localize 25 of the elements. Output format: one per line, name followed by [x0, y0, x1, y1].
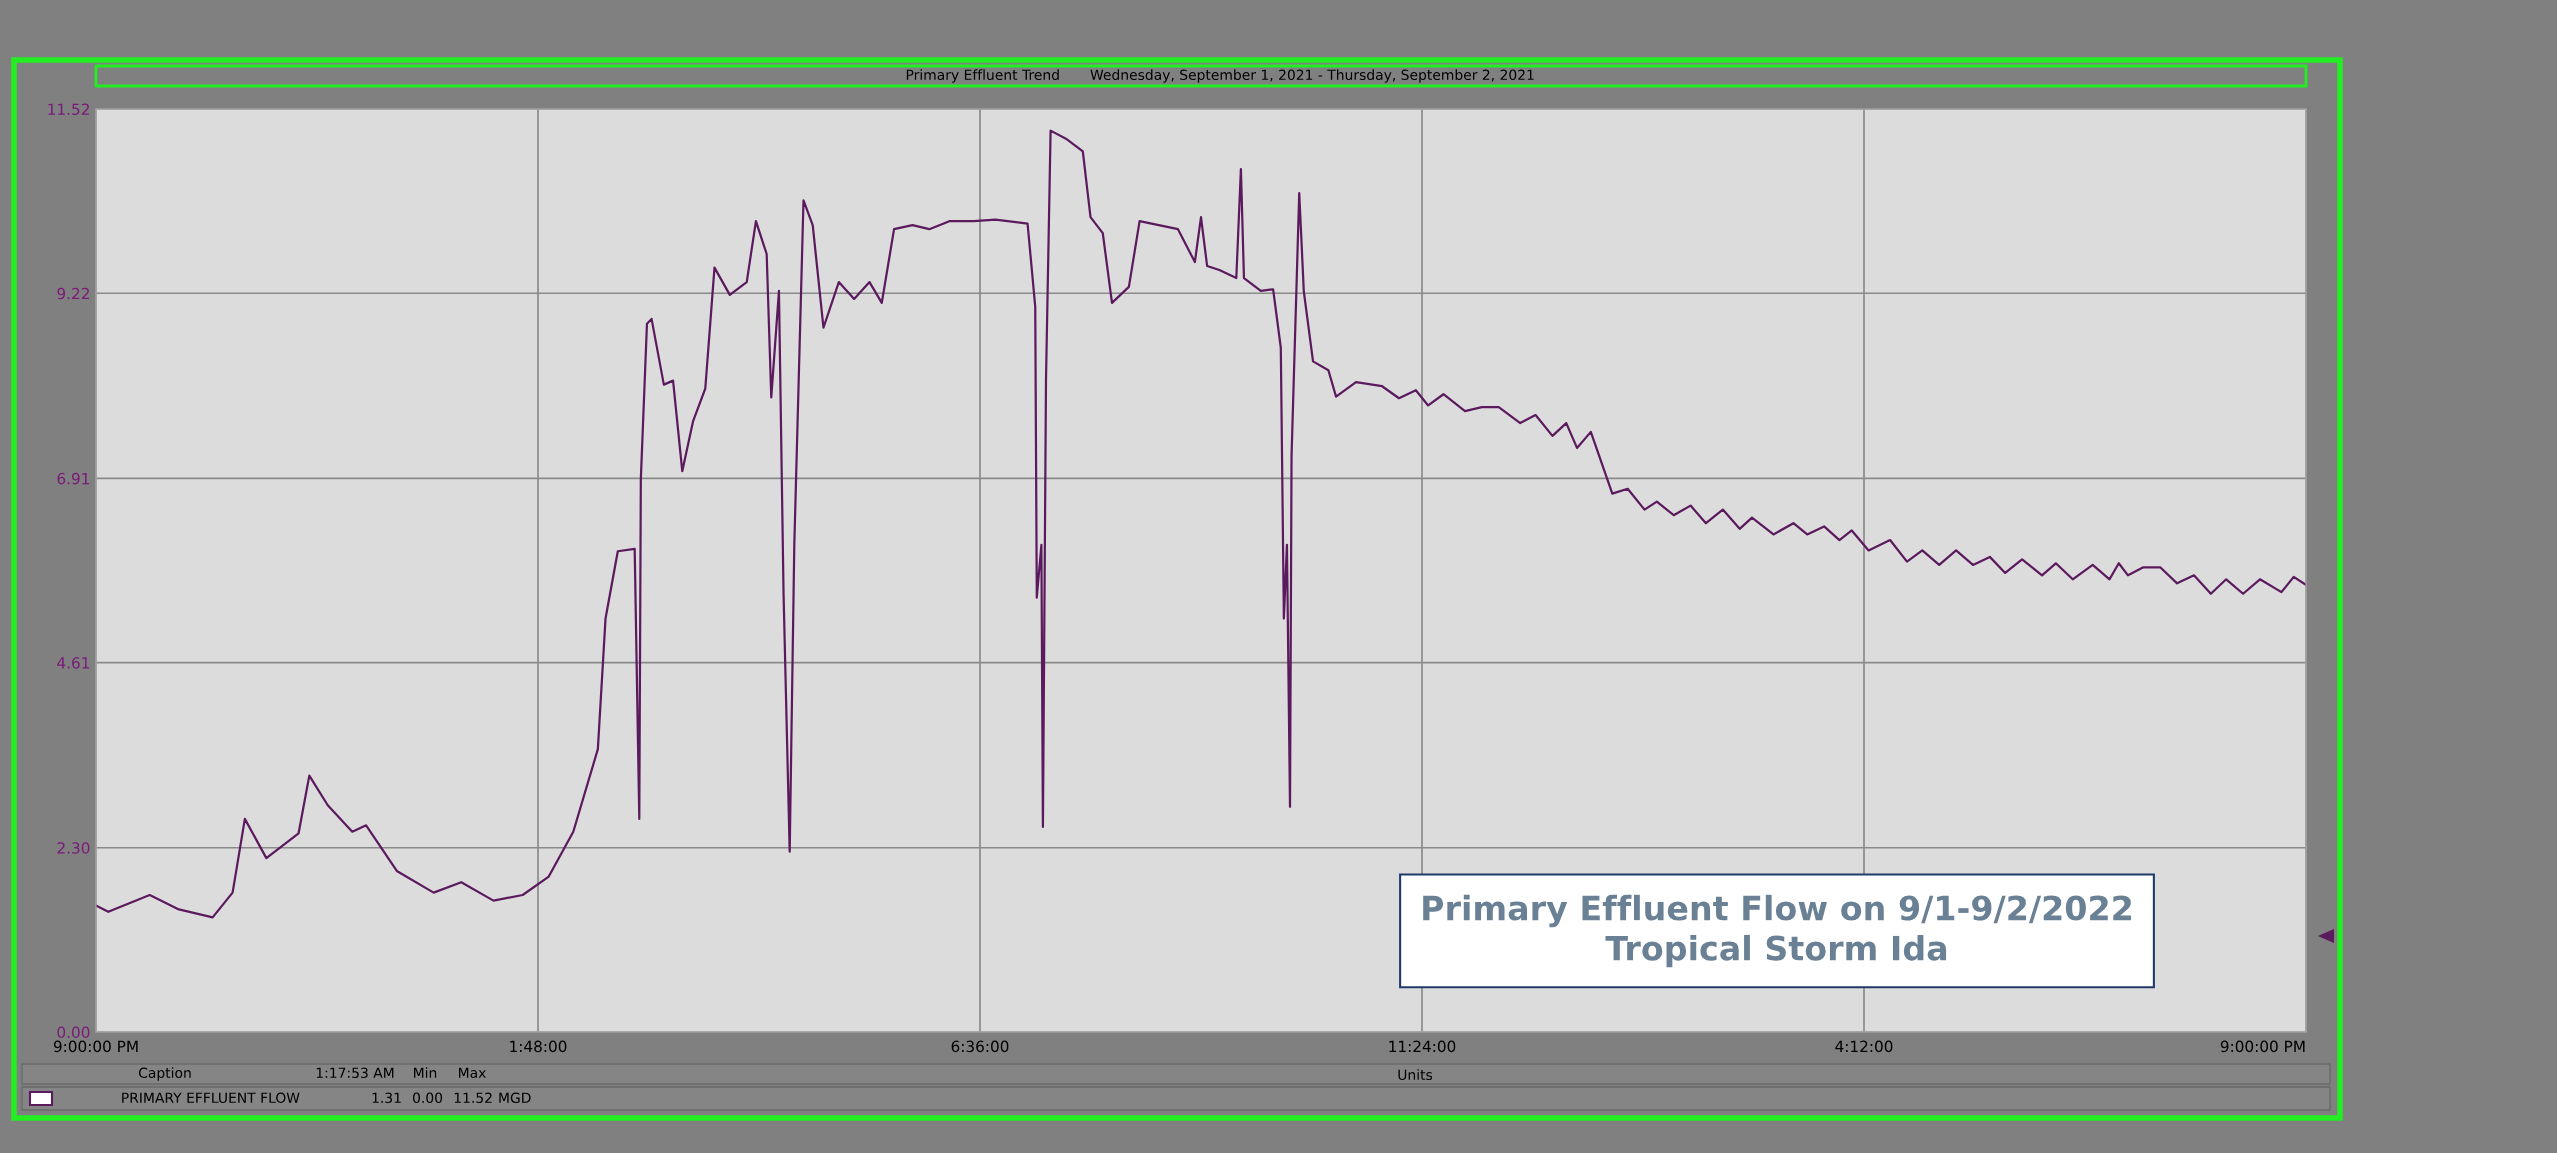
x-tick-label: 4:12:00	[1835, 1040, 1893, 1053]
chart-title: Primary Effluent Trend	[906, 69, 1059, 83]
y-tick-label: 6.91	[57, 472, 90, 485]
text: Max	[459, 1067, 486, 1079]
text: Caption	[138, 1067, 191, 1081]
text: Min	[414, 1067, 437, 1078]
y-tick-label: 2.30	[57, 842, 90, 854]
y-tick-label: 9.22	[57, 287, 89, 300]
chart-subtitle: Wednesday, September 1, 2021 - Thursday, September 2, 2021	[1090, 69, 1534, 83]
text: Units	[1398, 1069, 1433, 1081]
text: 1:17:53 AM	[316, 1067, 394, 1079]
x-tick-label: 9:00:00 PM	[53, 1040, 138, 1053]
y-tick-label: 0.00	[57, 1026, 90, 1039]
text: PRIMARY EFFLUENT FLOW	[122, 1092, 300, 1104]
text: 0.00	[412, 1092, 443, 1104]
x-tick-label: 6:36:00	[951, 1040, 1009, 1053]
annotation: Primary Effluent Flow on 9/1-9/2/2022 Tropical Storm Ida	[1423, 894, 2131, 968]
x-tick-label: 11:24:00	[1389, 1040, 1456, 1053]
x-tick-label: 1:48:00	[510, 1040, 567, 1053]
text: 1.31	[372, 1092, 401, 1104]
y-tick-label: 11.52	[48, 103, 89, 116]
y-tick-label: 4.61	[57, 657, 90, 669]
text: 11.52	[454, 1092, 492, 1104]
text: MGD	[499, 1092, 531, 1104]
x-tick-label: 9:00:00 PM	[2220, 1040, 2305, 1053]
